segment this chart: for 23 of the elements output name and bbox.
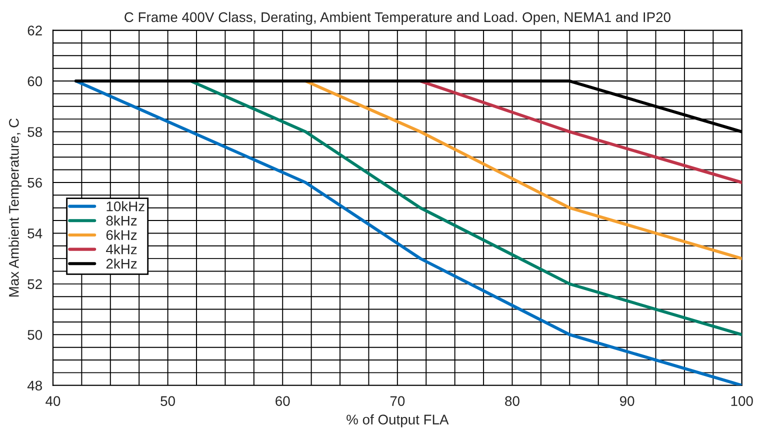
legend-label: 4kHz [106,244,137,254]
y-tick-label: 54 [28,228,42,238]
legend-label: 8kHz [106,215,137,226]
legend-label: 10kHz [106,201,144,212]
y-tick-label: 56 [28,178,42,188]
y-axis-title: Max Ambient Temperature, C [8,118,22,296]
x-tick-label: 50 [160,396,175,406]
x-tick-label: 90 [620,396,634,406]
chart-title: C Frame 400V Class, Derating, Ambient Temperature and Load. Open, NEMA1 and IP20 [124,12,670,25]
y-tick-label: 50 [28,330,42,340]
x-tick-label: 40 [46,396,60,406]
x-axis-title: % of Output FLA [346,414,449,428]
y-tick-label: 60 [28,76,42,86]
x-tick-label: 60 [276,396,290,406]
x-tick-label: 100 [731,396,753,406]
y-tick-label: 52 [28,279,42,290]
y-tick-label: 62 [28,26,42,36]
y-tick-label: 58 [28,127,42,137]
legend-label: 6kHz [106,230,137,240]
x-tick-label: 70 [390,396,405,406]
x-tick-label: 80 [505,396,520,406]
legend-label: 2kHz [106,258,137,269]
y-tick-label: 48 [27,380,42,391]
